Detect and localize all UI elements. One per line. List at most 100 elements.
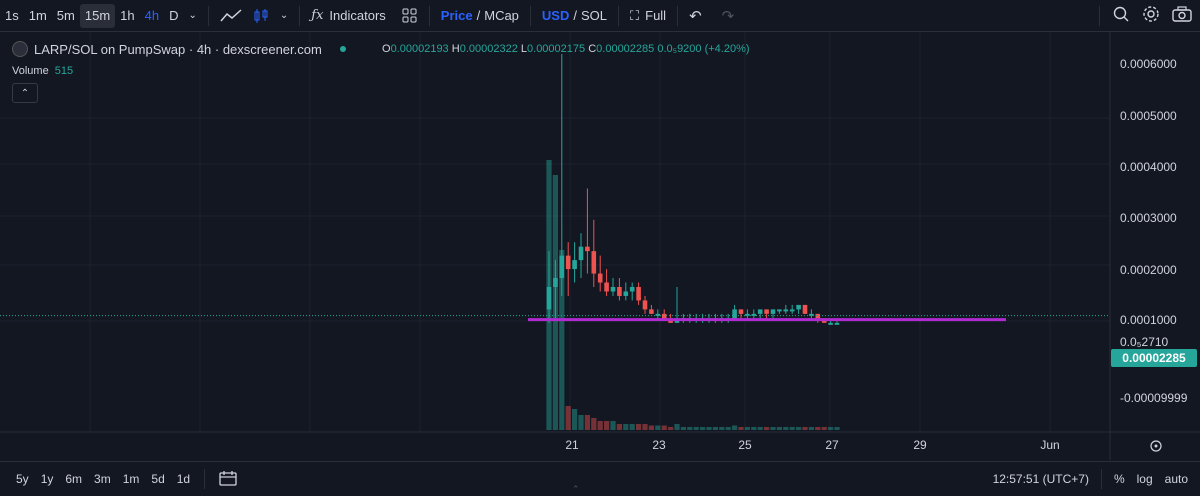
- volume-bar: [584, 415, 590, 430]
- price-tick-label: 0.0002000: [1120, 263, 1177, 277]
- volume-bar: [559, 250, 565, 430]
- time-tick-label: 27: [825, 438, 839, 452]
- interval-4h[interactable]: 4h: [144, 8, 160, 23]
- candle-body: [655, 313, 661, 316]
- slash-separator: /: [573, 8, 577, 23]
- interval-1s[interactable]: 1s: [5, 8, 19, 23]
- volume-bar: [828, 427, 834, 430]
- fullscreen-icon: ⛶: [630, 7, 640, 23]
- current-price-tag: 0.00002285: [1111, 349, 1197, 367]
- volume-bar: [725, 427, 731, 430]
- indicators-button[interactable]: ƒx Indicators: [306, 4, 391, 28]
- goto-settings-icon[interactable]: [1150, 440, 1162, 452]
- undo-icon[interactable]: ↶: [689, 7, 702, 25]
- slash-separator: /: [476, 8, 481, 23]
- line-chart-icon[interactable]: [215, 4, 247, 28]
- candle-body: [751, 313, 757, 316]
- clock-timezone[interactable]: 12:57:51 (UTC+7): [992, 472, 1089, 486]
- volume-bar: [610, 421, 616, 430]
- volume-legend: Volume 515: [12, 65, 73, 77]
- candle-body: [815, 313, 821, 319]
- log-toggle[interactable]: log: [1136, 472, 1153, 486]
- candle-body: [770, 309, 776, 314]
- resize-handle-chevron-up-icon[interactable]: ⌃: [572, 484, 580, 494]
- range-5d[interactable]: 5d: [151, 472, 165, 486]
- volume-bar: [629, 424, 635, 430]
- candle-body: [642, 300, 648, 310]
- price-tick-label: 0.0003000: [1120, 211, 1177, 225]
- interval-5m[interactable]: 5m: [56, 8, 75, 23]
- price-chart[interactable]: 0.0006000 0.0005000 0.0004000 0.0003000 0.00…: [0, 32, 1200, 460]
- volume-bar: [642, 424, 648, 430]
- low-value: 0.00002175: [527, 43, 586, 55]
- divider: [204, 469, 206, 489]
- volume-bar: [821, 427, 827, 430]
- price-mcap-toggle[interactable]: Price / MCap: [436, 4, 524, 28]
- divider: [618, 5, 620, 26]
- volume-bar: [668, 427, 674, 430]
- layout-grid-icon[interactable]: [397, 4, 423, 28]
- candle-chart-icon[interactable]: [247, 4, 275, 28]
- usd-sol-toggle[interactable]: USD / SOL: [537, 4, 612, 28]
- interval-1m[interactable]: 1m: [28, 8, 47, 23]
- candle-body: [604, 282, 609, 292]
- date-range-icon[interactable]: [213, 470, 243, 489]
- interval-1h[interactable]: 1h: [120, 8, 135, 23]
- range-6m[interactable]: 6m: [65, 472, 83, 486]
- top-toolbar: 1s 1m 5m 15m 1h 4h D ⌄ ⌄ ƒx Indicators P…: [0, 0, 1200, 32]
- candle-body: [789, 309, 795, 312]
- range-1y[interactable]: 1y: [40, 472, 54, 486]
- candle-body: [623, 291, 629, 296]
- divider: [677, 5, 679, 26]
- chevron-down-icon[interactable]: ⌄: [279, 10, 289, 21]
- candle-body: [629, 287, 635, 292]
- price-scale[interactable]: 0.0006000 0.0005000 0.0004000 0.0003000 0.00…: [1120, 57, 1188, 405]
- volume-value: 515: [54, 65, 74, 77]
- settings-gear-icon[interactable]: [1142, 5, 1160, 26]
- candle-body: [649, 309, 654, 314]
- volume-bar: [674, 424, 680, 430]
- chart-grid: [0, 32, 1200, 460]
- time-tick-label: 21: [565, 438, 579, 452]
- volume-bar: [687, 427, 693, 430]
- candle-body: [585, 246, 590, 252]
- volume-label: Volume: [12, 65, 49, 77]
- chevron-down-icon[interactable]: ⌄: [188, 10, 197, 21]
- time-axis[interactable]: 21 23 25 27 29 Jun: [565, 438, 1059, 452]
- redo-icon[interactable]: ↷: [721, 7, 735, 25]
- range-1m[interactable]: 1m: [122, 472, 140, 486]
- divider: [1099, 5, 1100, 26]
- camera-icon[interactable]: [1172, 6, 1192, 25]
- candle-body: [802, 304, 808, 314]
- quick-search-icon[interactable]: [1112, 5, 1130, 26]
- volume-bar: [744, 427, 750, 430]
- range-3m[interactable]: 3m: [94, 472, 111, 486]
- candle-body: [565, 255, 571, 270]
- collapse-legend-button[interactable]: ⌃: [12, 83, 38, 103]
- percent-toggle[interactable]: %: [1113, 472, 1125, 486]
- candle-body: [636, 287, 641, 301]
- high-value: 0.00002322: [459, 43, 518, 55]
- candle-body: [809, 313, 814, 316]
- range-5y[interactable]: 5y: [16, 472, 29, 486]
- candle-body: [757, 309, 763, 314]
- bottom-toolbar: 5y 1y 6m 3m 1m 5d 1d 12:57:51 (UTC+7) % …: [0, 461, 1200, 496]
- fullscreen-button[interactable]: ⛶ Full: [625, 4, 671, 28]
- open-value: 0.00002193: [390, 43, 449, 55]
- candlesticks: [546, 54, 840, 325]
- mcap-option: MCap: [484, 8, 519, 23]
- candle-body: [597, 273, 603, 283]
- interval-15m[interactable]: 15m: [79, 3, 116, 28]
- volume-bar: [757, 427, 763, 430]
- candle-body: [732, 309, 737, 319]
- volume-bar: [700, 427, 706, 430]
- interval-d[interactable]: D: [169, 8, 179, 23]
- divider: [529, 5, 531, 26]
- candle-body: [578, 246, 584, 261]
- auto-toggle[interactable]: auto: [1164, 472, 1188, 486]
- volume-bar: [636, 424, 642, 430]
- volume-bar: [732, 425, 738, 430]
- volume-bar: [623, 424, 629, 430]
- range-1d[interactable]: 1d: [176, 472, 191, 486]
- volume-bar: [578, 415, 584, 430]
